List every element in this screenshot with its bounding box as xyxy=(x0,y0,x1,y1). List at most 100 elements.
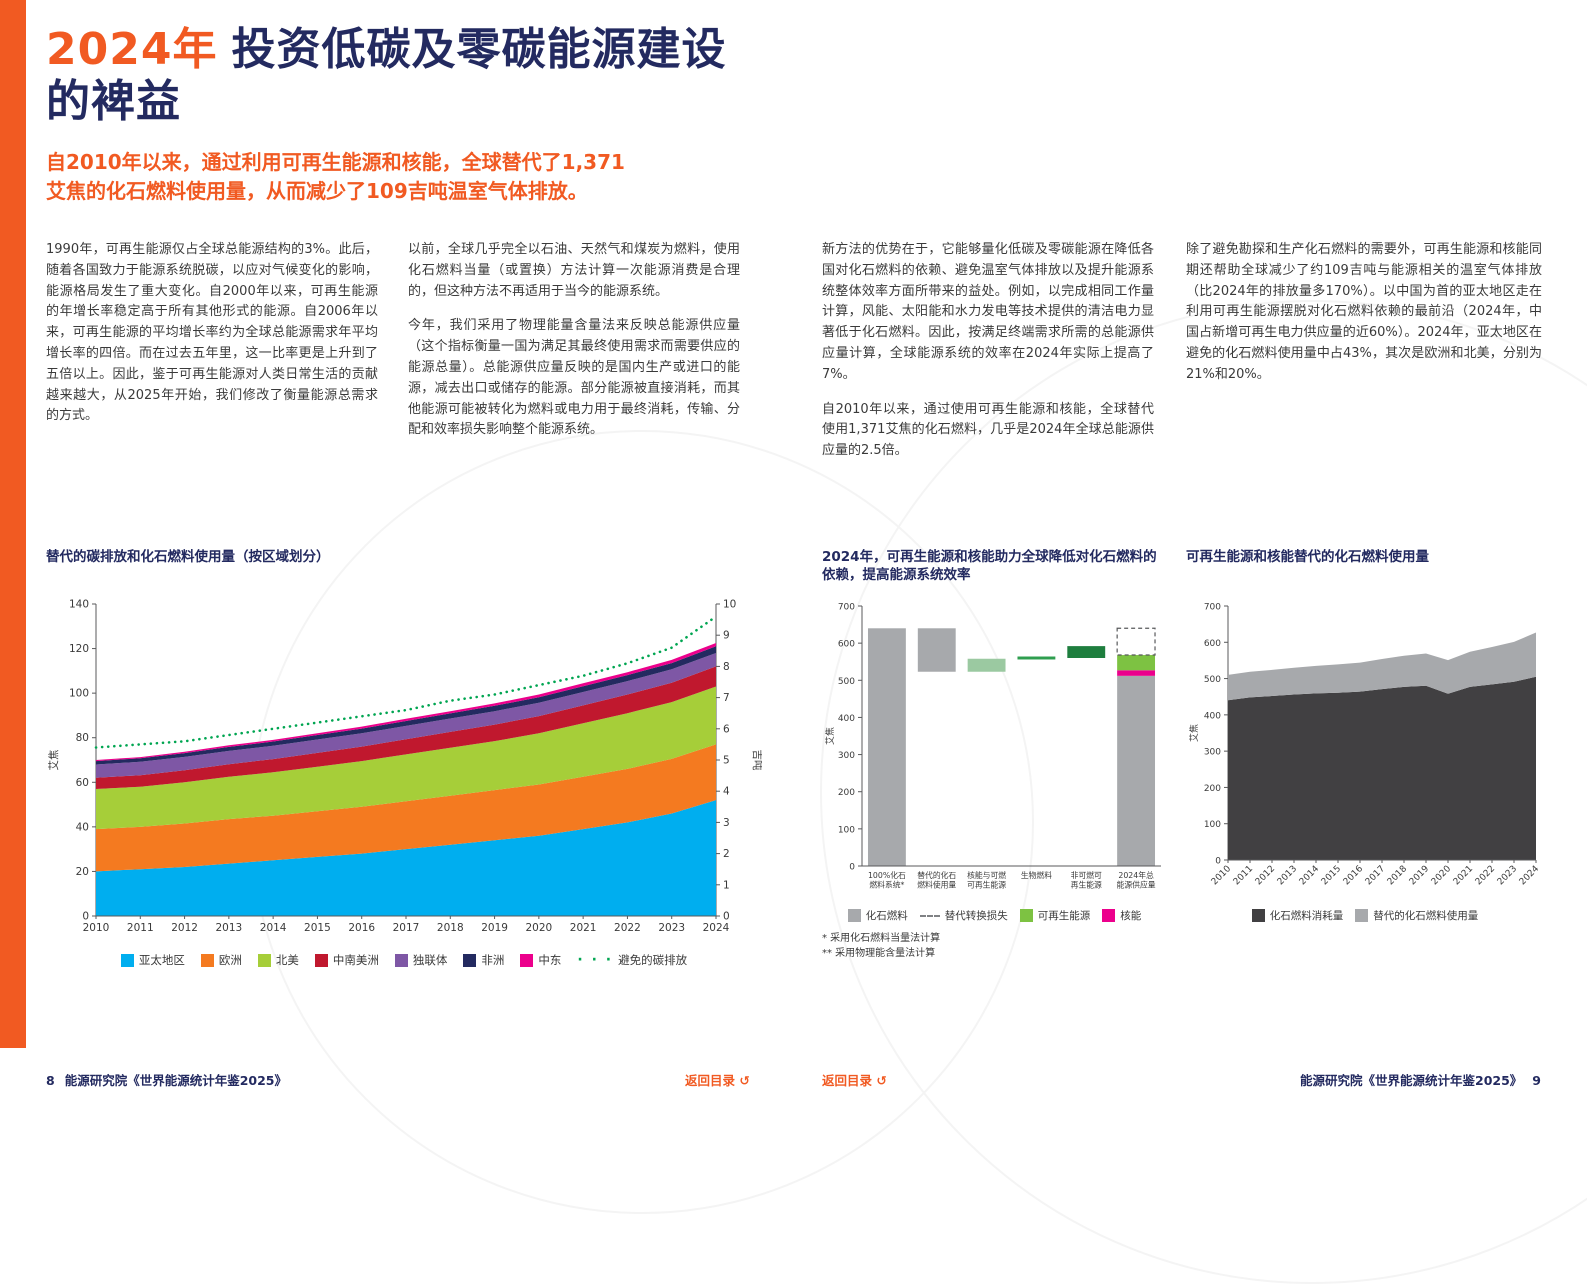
chart-title: 替代的碳排放和化石燃料使用量（按区域划分） xyxy=(46,549,330,565)
footnote: ** 采用物理能含量法计算 xyxy=(822,948,936,959)
svg-text:100: 100 xyxy=(838,825,855,835)
svg-text:能源供应量: 能源供应量 xyxy=(1117,880,1156,890)
return-icon: ↺ xyxy=(876,1073,887,1088)
title-line1: 投资低碳及零碳能源建设 xyxy=(231,24,727,75)
svg-text:2019: 2019 xyxy=(1408,864,1431,887)
legend-label: 亚太地区 xyxy=(138,953,185,967)
svg-text:3: 3 xyxy=(723,817,730,829)
paragraph: 除了避免勘探和生产化石燃料的需要外，可再生能源和核能同期还帮助全球减少了约109… xyxy=(1186,242,1542,382)
svg-text:2024: 2024 xyxy=(703,922,730,934)
page-number-left: 8 xyxy=(46,1073,55,1088)
legend-item: 替代转换损失 xyxy=(919,908,1008,923)
area-chart-canvas: 0 20 40 60 80 100 120 140 艾焦 0 1 2 3 4 5 6 7 8 9 10 吉吨 2010 20… xyxy=(46,594,762,946)
legend-square-swatch xyxy=(314,953,328,967)
legend-item: 替代的化石燃料使用量 xyxy=(1355,908,1478,923)
svg-text:燃料使用量: 燃料使用量 xyxy=(917,880,956,890)
return-to-contents-link[interactable]: 返回目录 ↺ xyxy=(822,1070,887,1089)
legend-label: 避免的碳排放 xyxy=(618,953,688,967)
svg-text:可再生能源: 可再生能源 xyxy=(967,880,1006,890)
series-area xyxy=(96,800,716,916)
stacked-area-svg: 0 100 200 300 400 500 600 700 艾焦 2010201120122013… xyxy=(1188,603,1541,888)
svg-text:9: 9 xyxy=(723,630,730,642)
svg-text:5: 5 xyxy=(723,755,730,767)
waterfall-segment xyxy=(1067,646,1106,658)
legend-square-swatch xyxy=(463,953,477,967)
svg-text:4: 4 xyxy=(723,786,730,798)
svg-text:400: 400 xyxy=(1204,711,1221,721)
chart-footnotes: * 采用化石燃料当量法计算 ** 采用物理能含量法计算 xyxy=(822,931,1167,961)
footer-right-text: 能源研究院《世界能源统计年鉴2025》 xyxy=(1300,1073,1523,1088)
chart-title: 2024年，可再生能源和核能助力全球降低对化石燃料的依赖，提高能源系统效率 xyxy=(822,549,1157,584)
legend-item: 欧洲 xyxy=(200,952,242,968)
svg-text:2018: 2018 xyxy=(437,922,464,934)
legend-dash-swatch xyxy=(919,914,940,917)
svg-text:替代的化石: 替代的化石 xyxy=(917,870,956,880)
svg-text:700: 700 xyxy=(838,603,855,613)
chart-legend: 化石燃料消耗量 替代的化石燃料使用量 xyxy=(1186,908,1544,923)
svg-text:2016: 2016 xyxy=(1342,864,1365,887)
return-to-contents-link[interactable]: 返回目录 ↺ xyxy=(685,1070,750,1089)
legend-label: 中南美洲 xyxy=(332,953,379,967)
legend-label: 化石燃料消耗量 xyxy=(1269,910,1344,922)
legend-item: 中南美洲 xyxy=(314,952,379,968)
body-column-2: 以前，全球几乎完全以石油、天然气和煤炭为燃料，使用化石燃料当量（或置换）方法计算… xyxy=(408,240,740,455)
footer-right: 能源研究院《世界能源统计年鉴2025》 9 xyxy=(1300,1070,1541,1089)
legend-item: 北美 xyxy=(257,952,299,968)
legend-label: 可再生能源 xyxy=(1037,910,1091,922)
svg-text:2015: 2015 xyxy=(1320,864,1343,887)
svg-text:2: 2 xyxy=(723,848,730,860)
svg-text:80: 80 xyxy=(76,732,89,744)
spread: 2024年 投资低碳及零碳能源建设 的裨益 自2010年以来，通过利用可再生能源和核… xyxy=(46,24,1544,968)
svg-text:140: 140 xyxy=(69,599,89,611)
svg-text:2014: 2014 xyxy=(260,922,287,934)
page-number-right: 9 xyxy=(1532,1073,1541,1088)
svg-text:2012: 2012 xyxy=(1254,864,1277,887)
area-chart-canvas: 0 100 200 300 400 500 600 700 艾焦 2010 2011 2012 2013… xyxy=(1186,594,1544,902)
legend-item: 独联体 xyxy=(394,952,447,968)
svg-text:500: 500 xyxy=(1204,675,1221,685)
body-column-3: 新方法的优势在于，它能够量化低碳及零碳能源在降低各国对化石燃料的依赖、避免温室气… xyxy=(822,240,1154,476)
svg-text:600: 600 xyxy=(838,640,855,650)
footer-left-text: 能源研究院《世界能源统计年鉴2025》 xyxy=(64,1073,287,1088)
svg-text:艾焦: 艾焦 xyxy=(824,727,836,745)
legend-item: 可再生能源 xyxy=(1019,908,1091,923)
legend-square-swatch xyxy=(1019,909,1033,922)
subtitle-line1: 自2010年以来，通过利用可再生能源和核能，全球替代了1,371 xyxy=(46,150,625,174)
svg-text:2015: 2015 xyxy=(304,922,331,934)
svg-text:2011: 2011 xyxy=(127,922,154,934)
svg-text:120: 120 xyxy=(69,643,89,655)
svg-text:100: 100 xyxy=(69,688,89,700)
svg-text:0: 0 xyxy=(82,911,89,923)
legend-square-swatch xyxy=(520,953,534,967)
svg-text:生物燃料: 生物燃料 xyxy=(1021,870,1052,880)
svg-text:核能与可燃: 核能与可燃 xyxy=(967,870,1006,880)
svg-text:2021: 2021 xyxy=(570,922,597,934)
svg-text:2012: 2012 xyxy=(171,922,198,934)
paragraph: 1990年，可再生能源仅占全球总能源结构的3%。此后，随着各国致力于能源系统脱碳… xyxy=(46,242,378,424)
svg-text:2013: 2013 xyxy=(1276,864,1299,887)
chart-legend: 亚太地区 欧洲 北美 中南美洲 独联体 非洲 中东 · · · 避免的碳排放 xyxy=(46,952,762,968)
svg-text:2017: 2017 xyxy=(1364,864,1387,887)
dotted-line-series xyxy=(94,615,718,749)
chart-title: 可再生能源和核能替代的化石燃料使用量 xyxy=(1186,549,1429,565)
legend-label: 化石燃料 xyxy=(865,910,908,922)
body-column-4: 除了避免勘探和生产化石燃料的需要外，可再生能源和核能同期还帮助全球减少了约109… xyxy=(1186,240,1542,400)
svg-text:2011: 2011 xyxy=(1232,864,1255,887)
svg-text:8: 8 xyxy=(723,661,730,673)
legend-label: 替代的化石燃料使用量 xyxy=(1373,910,1479,922)
paragraph: 新方法的优势在于，它能够量化低碳及零碳能源在降低各国对化石燃料的依赖、避免温室气… xyxy=(822,242,1154,382)
svg-text:2022: 2022 xyxy=(1474,864,1497,887)
svg-text:艾焦: 艾焦 xyxy=(47,749,60,770)
svg-text:2018: 2018 xyxy=(1386,864,1409,887)
stacked-area-svg: 0 20 40 60 80 100 120 140 艾焦 0 1 2 3 4 5 6 7 8 9 10 吉吨 2010 20… xyxy=(47,599,762,935)
legend-item: 亚太地区 xyxy=(120,952,185,968)
svg-text:2023: 2023 xyxy=(658,922,685,934)
svg-text:100: 100 xyxy=(1204,820,1221,830)
paragraph: 以前，全球几乎完全以石油、天然气和煤炭为燃料，使用化石燃料当量（或置换）方法计算… xyxy=(408,242,740,299)
title-year: 2024年 xyxy=(46,24,218,75)
legend-label: 核能 xyxy=(1120,910,1142,922)
svg-text:吉吨: 吉吨 xyxy=(751,750,762,771)
svg-text:500: 500 xyxy=(838,677,855,687)
waterfall-segment xyxy=(1117,655,1156,671)
svg-text:200: 200 xyxy=(1204,784,1221,794)
